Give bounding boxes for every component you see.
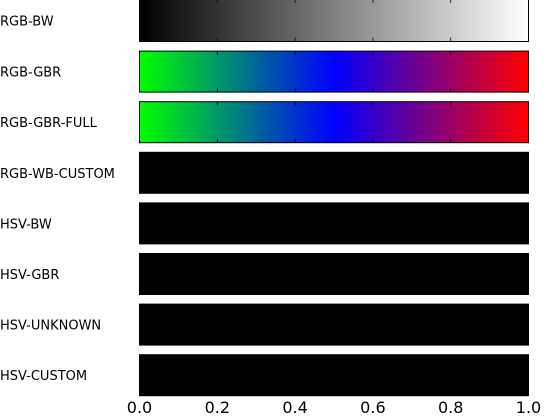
x-tick-label: 0.0 [127, 398, 152, 416]
colormap-bar [139, 151, 529, 194]
row-label: HSV-CUSTOM [0, 369, 87, 384]
row-label: RGB-WB-CUSTOM [0, 167, 115, 182]
colormap-bar [139, 202, 529, 245]
colormap-rows: RGB-BW RGB-GBR RGB-GBR-FULL RGB-WB-CUSTOM HS… [0, 0, 529, 397]
colormap-bar [139, 0, 529, 42]
x-tick-label: 1.0 [516, 398, 541, 416]
row-label: HSV-UNKNOWN [0, 319, 101, 334]
colormap-row-rgb-bw: RGB-BW [0, 0, 529, 42]
colormap-row-hsv-custom: HSV-CUSTOM [0, 354, 529, 397]
x-tick-label: 0.2 [205, 398, 230, 416]
row-label: RGB-GBR-FULL [0, 116, 98, 131]
x-tick-label: 0.6 [360, 398, 385, 416]
colormap-row-rgb-gbr: RGB-GBR [0, 50, 529, 93]
colormap-row-hsv-gbr: HSV-GBR [0, 253, 529, 295]
row-label: RGB-GBR [0, 66, 61, 81]
x-tick-label: 0.4 [282, 398, 307, 416]
row-label: HSV-BW [0, 217, 52, 232]
colormap-row-rgb-wb-custom: RGB-WB-CUSTOM [0, 151, 529, 194]
x-tick-label: 0.8 [438, 398, 463, 416]
row-label: HSV-GBR [0, 268, 59, 283]
colormap-row-rgb-gbr-full: RGB-GBR-FULL [0, 101, 529, 144]
colormap-row-hsv-bw: HSV-BW [0, 202, 529, 245]
colormap-bar [139, 50, 529, 93]
row-label: RGB-BW [0, 14, 54, 29]
colormap-row-hsv-unknown: HSV-UNKNOWN [0, 303, 529, 346]
colormap-bar [139, 354, 529, 397]
colormap-bar [139, 101, 529, 144]
colormap-bar [139, 253, 529, 295]
colormap-bar [139, 303, 529, 346]
x-axis-ticks: 0.0 0.2 0.4 0.6 0.8 1.0 [127, 398, 541, 416]
